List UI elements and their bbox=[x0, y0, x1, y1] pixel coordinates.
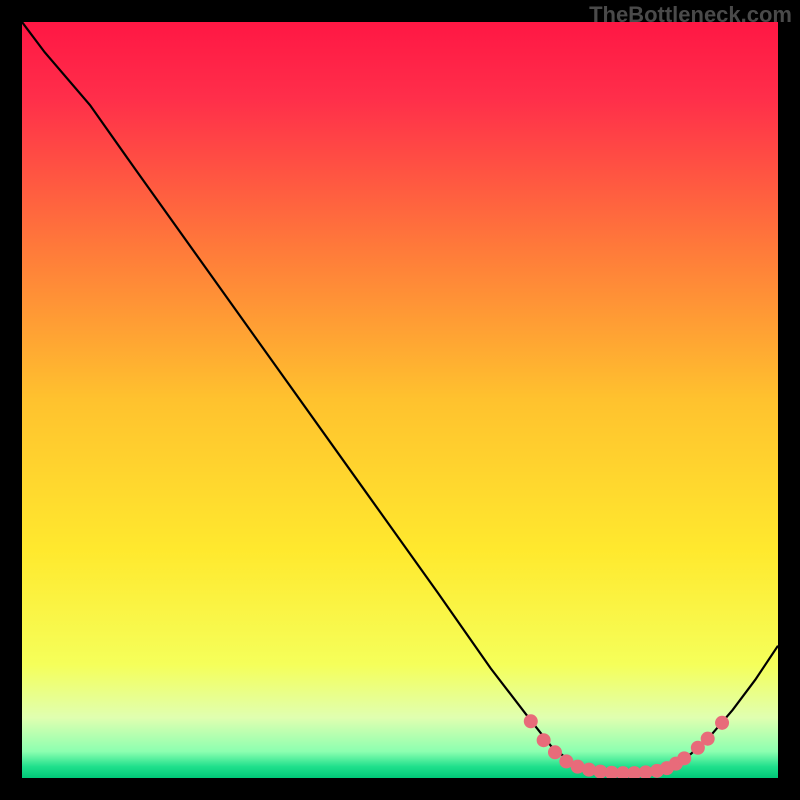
marker-point bbox=[701, 732, 715, 746]
watermark-text: TheBottleneck.com bbox=[589, 2, 792, 28]
marker-point bbox=[677, 751, 691, 765]
marker-group bbox=[524, 714, 729, 778]
marker-point bbox=[548, 745, 562, 759]
marker-point bbox=[537, 733, 551, 747]
curve-layer bbox=[22, 22, 778, 778]
plot-area bbox=[22, 22, 778, 778]
marker-point bbox=[524, 714, 538, 728]
chart-container: TheBottleneck.com bbox=[0, 0, 800, 800]
marker-point bbox=[715, 716, 729, 730]
bottleneck-curve bbox=[22, 22, 778, 773]
